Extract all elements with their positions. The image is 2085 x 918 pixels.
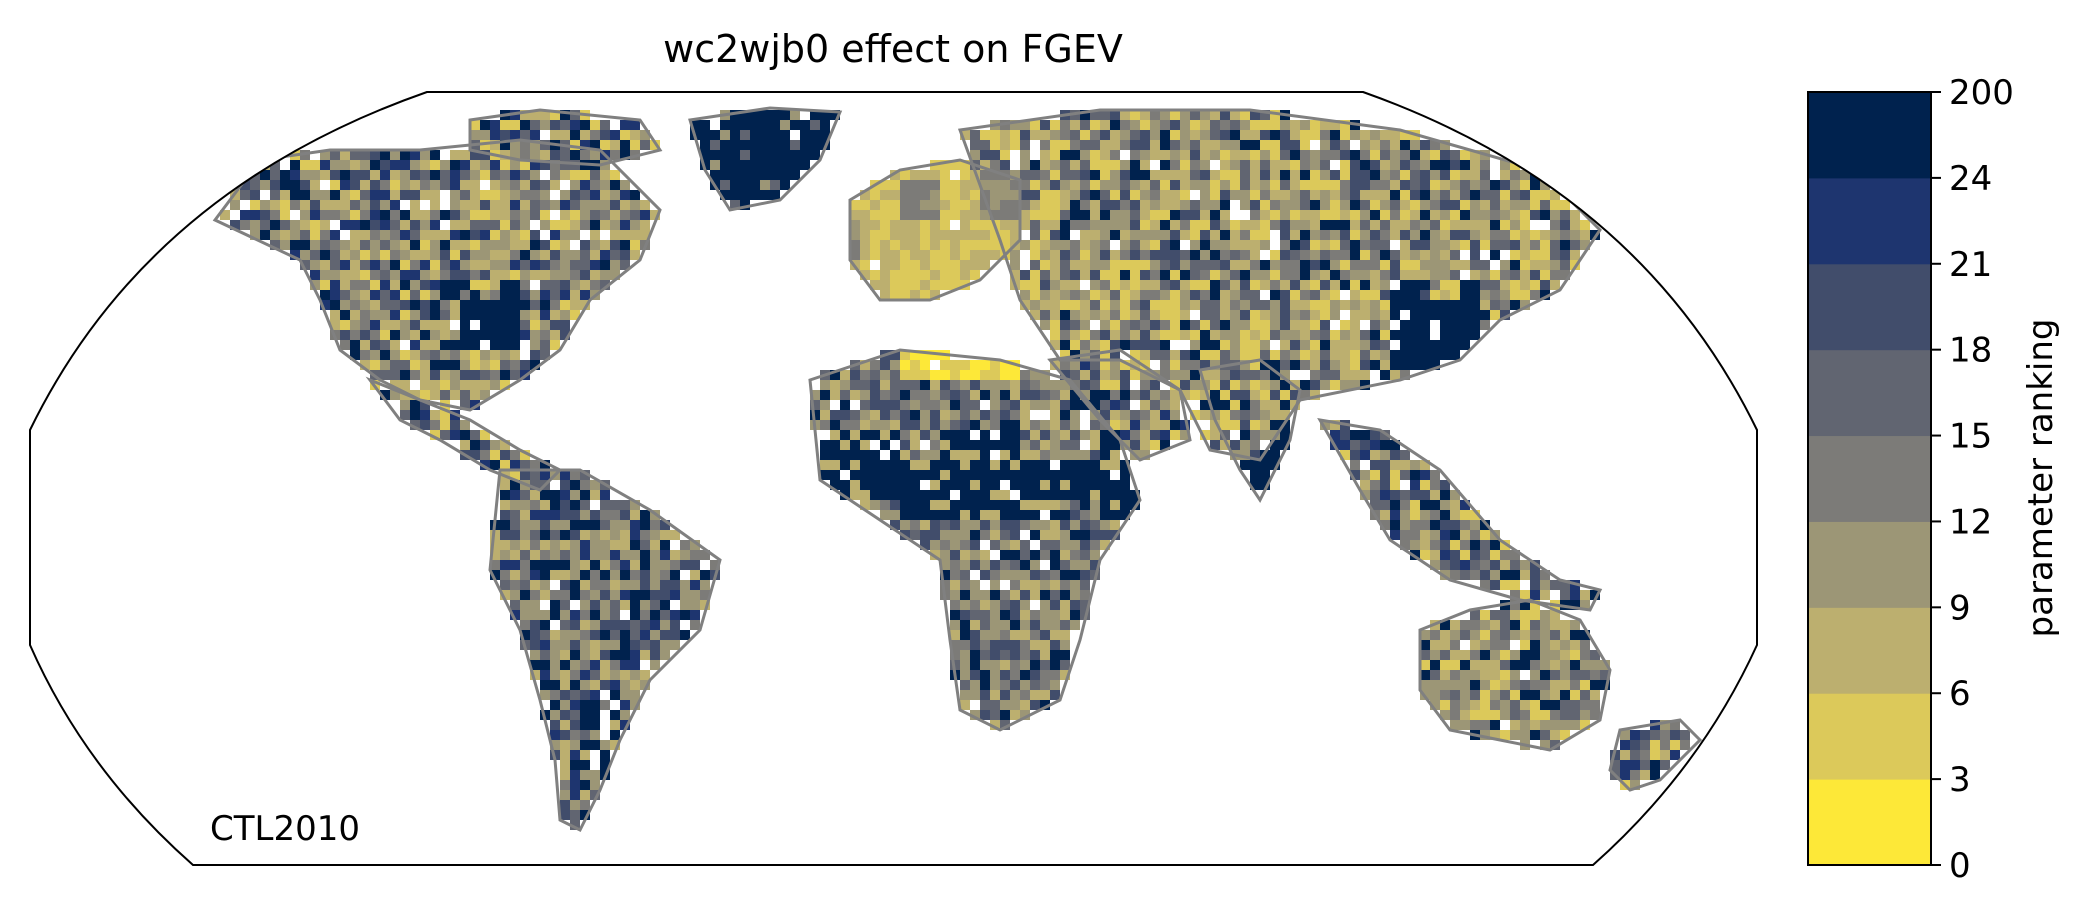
coastline [1608,718,1703,792]
colorbar-tick-label: 24 [1949,159,1992,199]
colorbar-ticks: 0 3 6 9 12 15 18 21 24 200 [1931,73,2014,886]
colorbar-segment [1808,435,1931,522]
colorbar-tick-label: 18 [1949,331,1992,371]
map-outline [29,91,1758,866]
coastline [1317,418,1603,612]
colorbar-segments [1808,92,1931,866]
coastline [1047,348,1192,462]
coastline [808,348,1142,732]
colorbar-segment [1808,177,1931,265]
coastline [365,376,563,492]
colorbar-segment [1808,779,1931,866]
coastline [848,158,1022,302]
colorbar: 0 3 6 9 12 15 18 21 24 200 parameter ranking [1807,73,2061,886]
colorbar-tick-label: 21 [1949,245,1992,285]
coastline [1418,598,1612,752]
coastline [688,106,843,212]
colorbar-outline [1807,91,1932,866]
colorbar-tick-label: 0 [1949,846,1971,886]
colorbar-segment [1808,263,1931,351]
coastline [468,108,663,167]
colorbar-tick-label: 15 [1949,417,1992,457]
colorbar-tick-label: 9 [1949,588,1971,628]
coastline [488,468,722,833]
colorbar-tick-label: 3 [1949,760,1971,800]
map-title: wc2wjb0 effect on FGEV [663,27,1123,71]
colorbar-segment [1808,693,1931,780]
colorbar-segment [1808,92,1931,179]
coastline [1198,358,1302,503]
coastline [212,138,662,412]
land-raster [212,106,1703,833]
colorbar-segment [1808,607,1931,694]
colorbar-segment [1808,349,1931,437]
colorbar-segment [1808,521,1931,608]
colorbar-tick-label: 200 [1949,73,2014,113]
colorbar-label: parameter ranking [2021,319,2061,638]
world-map [29,91,1758,866]
colorbar-tick-label: 6 [1949,674,1971,714]
colorbar-tick-label: 12 [1949,502,1992,542]
run-label: CTL2010 [210,809,360,849]
